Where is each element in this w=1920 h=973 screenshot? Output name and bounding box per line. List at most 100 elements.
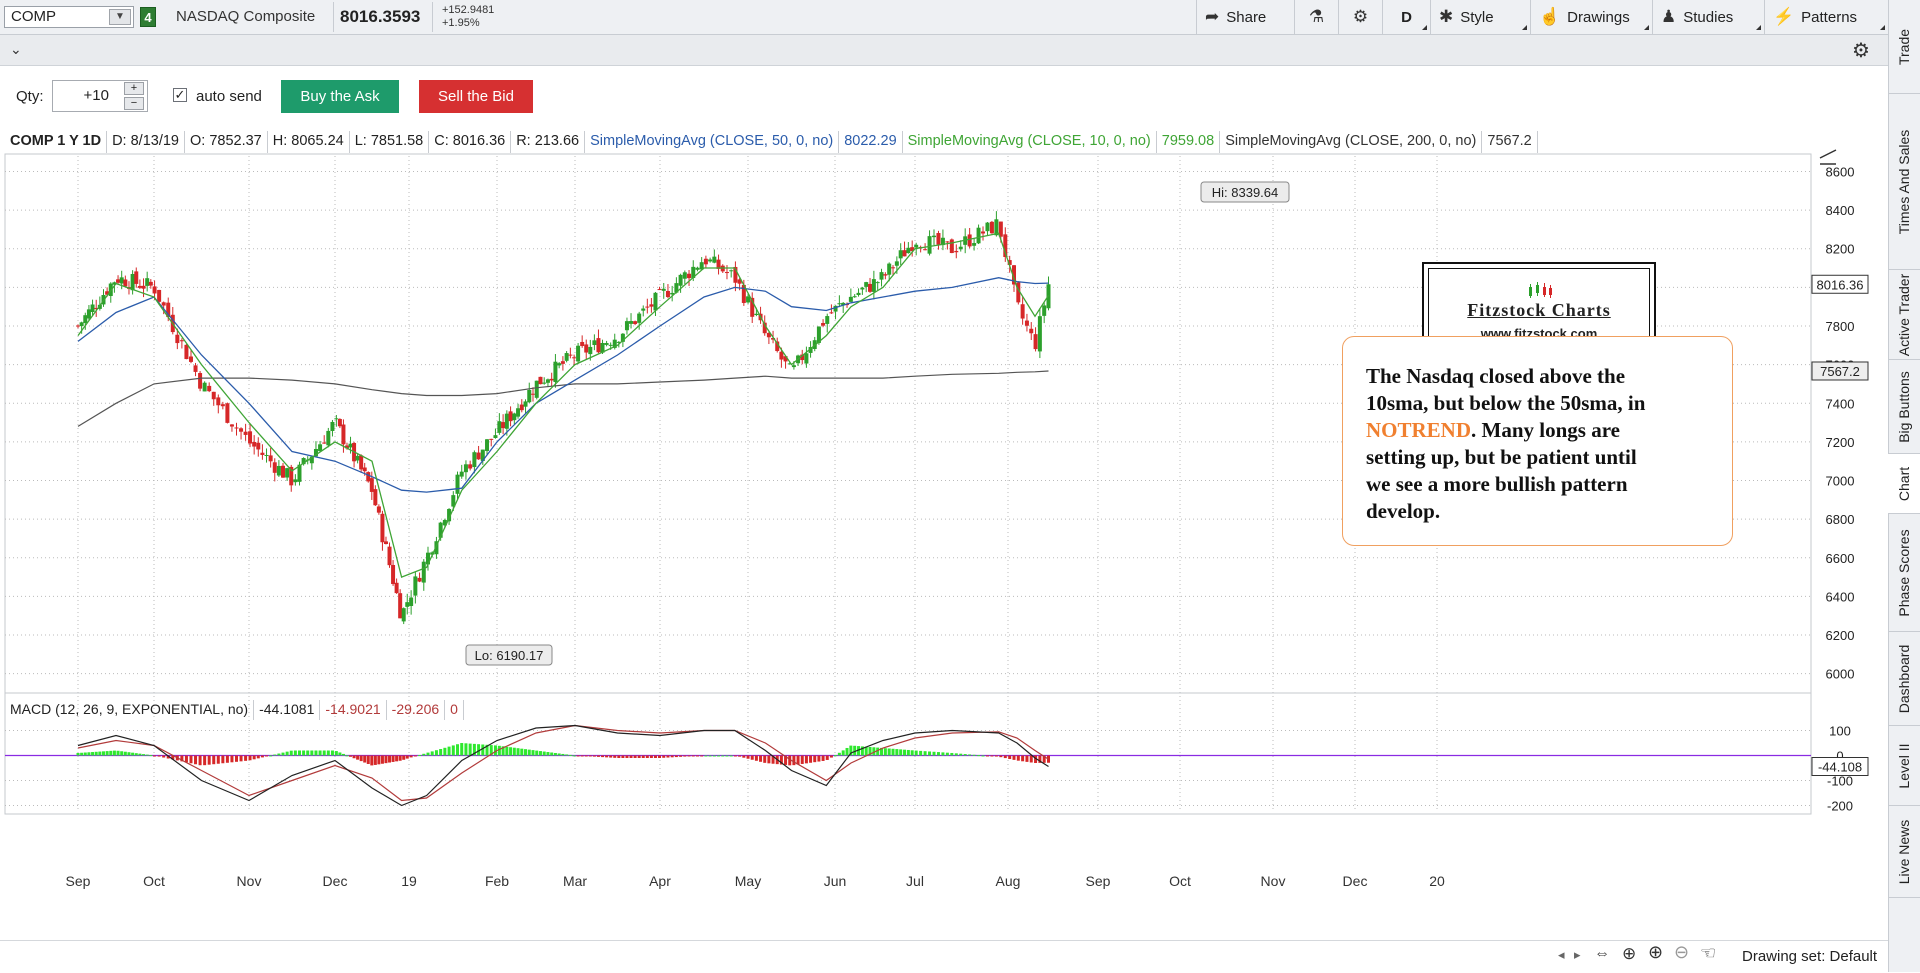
drawings-button[interactable]: ☝ Drawings: [1530, 0, 1652, 34]
sma200-label[interactable]: SimpleMovingAvg (CLOSE, 200, 0, no): [1220, 131, 1483, 153]
candle-body: [391, 564, 396, 585]
histogram-bar: [281, 752, 285, 756]
chevron-down-icon[interactable]: ⌄: [10, 41, 22, 57]
candle-body: [145, 278, 150, 286]
candle-body: [576, 345, 581, 362]
zoom-out-icon[interactable]: ⊖: [1674, 942, 1690, 962]
histogram-bar: [994, 755, 998, 757]
candle-body: [252, 441, 257, 447]
candle-body: [112, 282, 117, 285]
share-button[interactable]: ➦ Share: [1196, 0, 1294, 34]
candle-body: [542, 382, 547, 384]
histogram-bar: [345, 755, 349, 757]
histogram-bar: [645, 755, 649, 758]
candle-body: [398, 593, 403, 619]
candle-body: [1037, 316, 1042, 352]
candle-body: [337, 418, 342, 427]
studies-button[interactable]: ♟ Studies: [1652, 0, 1764, 34]
candle-body: [417, 577, 422, 582]
histogram-bar: [505, 746, 509, 756]
candle-body: [248, 431, 253, 444]
histogram-bar: [605, 755, 609, 758]
histogram-bar: [391, 755, 395, 762]
chevron-down-icon[interactable]: ▼: [109, 9, 131, 25]
candle-body: [161, 302, 166, 306]
candle-body: [906, 247, 911, 254]
candle-body: [157, 289, 162, 302]
candle-body: [493, 435, 498, 438]
drawing-set-selector[interactable]: Drawing set: Default: [1742, 948, 1878, 965]
sma50-label[interactable]: SimpleMovingAvg (CLOSE, 50, 0, no): [585, 131, 840, 153]
candle-body: [301, 458, 306, 465]
crosshair-icon[interactable]: ⊕: [1622, 944, 1637, 963]
buy-the-ask-button[interactable]: Buy the Ask: [281, 80, 399, 113]
qty-stepper[interactable]: + −: [124, 82, 144, 110]
histogram-bar: [422, 753, 426, 756]
candle-body: [972, 243, 977, 246]
tab-live-news[interactable]: Live News: [1888, 806, 1920, 898]
candle-body: [868, 283, 873, 292]
histogram-bar: [950, 752, 954, 756]
axis-style-icon[interactable]: [1819, 149, 1837, 165]
flask-button[interactable]: ⚗: [1294, 0, 1338, 34]
candle-body: [401, 608, 406, 622]
sma10-label[interactable]: SimpleMovingAvg (CLOSE, 10, 0, no): [903, 131, 1157, 153]
candle-body: [434, 541, 439, 555]
candle-body: [463, 464, 468, 473]
tab-times-and-sales[interactable]: Times And Sales: [1888, 94, 1920, 270]
symbol-link-badge[interactable]: 4: [140, 7, 156, 27]
scroll-left-icon[interactable]: ◂: [1558, 947, 1565, 962]
histogram-bar: [1008, 755, 1012, 759]
candle-body: [330, 421, 335, 431]
candle-body: [309, 456, 314, 464]
plus-icon[interactable]: +: [124, 82, 144, 95]
tab-active-trader[interactable]: Active Trader: [1888, 270, 1920, 360]
macd-label[interactable]: MACD (12, 26, 9, EXPONENTIAL, no): [5, 700, 255, 720]
histogram-bar: [609, 755, 613, 758]
histogram-bar: [1012, 755, 1016, 760]
annotation-line: 10sma, but below the 50sma, in: [1366, 391, 1646, 415]
histogram-bar: [759, 755, 763, 762]
minus-icon[interactable]: −: [124, 97, 144, 110]
scroll-right-icon[interactable]: ▸: [1574, 947, 1581, 962]
aggregation-button[interactable]: D: [1382, 0, 1430, 34]
histogram-bar: [189, 755, 193, 764]
corner-arrow-icon: [1422, 25, 1427, 30]
histogram-bar: [860, 746, 864, 756]
style-button[interactable]: ✱ Style: [1430, 0, 1530, 34]
symbol-value: COMP: [11, 8, 56, 25]
candle-body: [816, 326, 821, 343]
symbol-selector[interactable]: COMP ▼: [4, 6, 134, 28]
histogram-bar: [171, 755, 175, 760]
tab-level-ii[interactable]: Level II: [1888, 726, 1920, 806]
candle-body: [97, 304, 102, 309]
tab-big-buttons[interactable]: Big Buttons: [1888, 360, 1920, 454]
candle-body: [442, 519, 447, 526]
candle-body: [297, 464, 302, 482]
tab-chart[interactable]: Chart: [1888, 454, 1920, 514]
candle-body: [883, 274, 888, 276]
auto-send-checkbox[interactable]: ✓: [173, 87, 187, 102]
gear-icon[interactable]: ⚙: [1852, 40, 1870, 62]
histogram-bar: [451, 745, 455, 756]
pan-hand-icon[interactable]: ☜: [1700, 943, 1717, 963]
tab-label: Chart: [1896, 466, 1912, 501]
candle-body: [134, 271, 139, 284]
expand-horizontal-icon[interactable]: ⇔: [1594, 945, 1610, 962]
candle-body: [76, 325, 80, 327]
patterns-button[interactable]: ⚡ Patterns: [1764, 0, 1888, 34]
histogram-bar: [184, 755, 188, 763]
histogram-bar: [887, 748, 891, 756]
settings-button[interactable]: ⚙: [1338, 0, 1382, 34]
zoom-in-icon[interactable]: ⊕: [1648, 942, 1664, 962]
logo-title: Fitzstock Charts: [1467, 300, 1611, 320]
candle-body: [737, 279, 742, 284]
tab-trade[interactable]: Trade: [1888, 0, 1920, 94]
annotation-box[interactable]: [1342, 336, 1733, 546]
range-readout: R: 213.66: [511, 131, 586, 153]
histogram-bar: [1034, 755, 1038, 763]
sell-the-bid-button[interactable]: Sell the Bid: [419, 80, 533, 113]
tab-phase-scores[interactable]: Phase Scores: [1888, 514, 1920, 632]
tab-dashboard[interactable]: Dashboard: [1888, 632, 1920, 726]
candle-body: [175, 334, 180, 344]
